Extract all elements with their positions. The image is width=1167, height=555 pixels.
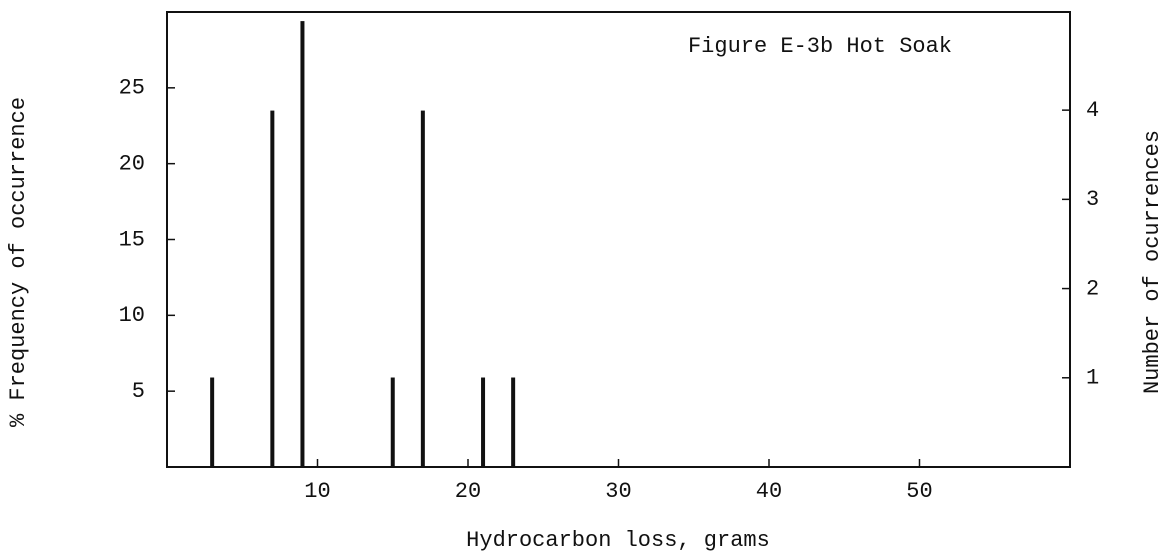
x-tick-label: 50 <box>906 479 932 504</box>
bar <box>511 377 516 467</box>
x-tick-label: 10 <box>304 479 330 504</box>
y-axis-label: % Frequency of occurrence <box>6 97 31 427</box>
y2-tick-label: 4 <box>1086 98 1099 123</box>
x-tick-label: 30 <box>605 479 631 504</box>
annotation: Figure E-3b Hot Soak <box>688 34 952 59</box>
bar <box>420 110 425 467</box>
y2-tick-label: 1 <box>1086 366 1099 391</box>
bar <box>210 377 215 467</box>
bar <box>300 21 305 467</box>
y-tick-label: 15 <box>119 227 145 252</box>
y2-axis-label: Number of ocurrences <box>1140 130 1165 394</box>
y2-tick-label: 2 <box>1086 276 1099 301</box>
bar <box>270 110 275 467</box>
y-tick-label: 10 <box>119 303 145 328</box>
x-tick-label: 20 <box>455 479 481 504</box>
x-tick-label: 40 <box>756 479 782 504</box>
bar <box>390 377 395 467</box>
x-axis-label: Hydrocarbon loss, grams <box>466 528 770 553</box>
y2-tick-label: 3 <box>1086 187 1099 212</box>
y-tick-label: 20 <box>119 151 145 176</box>
bar <box>481 377 486 467</box>
y-tick-label: 5 <box>132 379 145 404</box>
y-tick-label: 25 <box>119 76 145 101</box>
